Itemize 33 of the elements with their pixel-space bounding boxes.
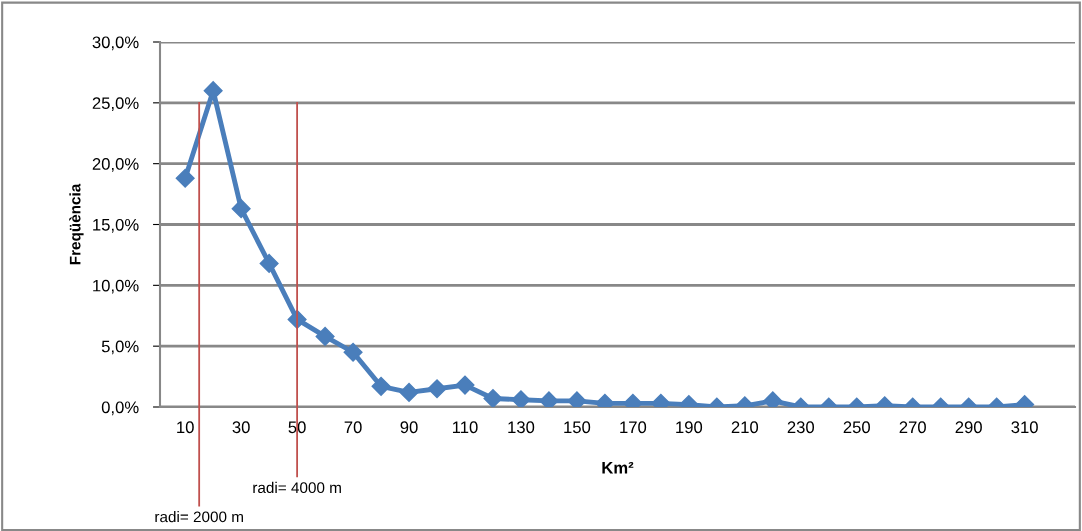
point xyxy=(567,391,587,407)
x-tick-label: 130 xyxy=(508,421,535,434)
x-tick-label: 310 xyxy=(1011,421,1038,434)
x-tick-label: 10 xyxy=(177,421,194,434)
x-tick-label: 230 xyxy=(787,421,815,434)
x-tick-label: 170 xyxy=(620,421,647,434)
x-tick-label: 90 xyxy=(400,421,418,434)
point xyxy=(259,253,279,273)
y-tick-label: 20,0% xyxy=(92,158,139,172)
x-axis-title: Km² xyxy=(602,461,634,474)
x-tick-label: 290 xyxy=(955,421,982,434)
text: radi= 4000 m xyxy=(253,481,341,494)
x-tick-label: 150 xyxy=(564,421,591,434)
point xyxy=(175,168,195,188)
x-tick-label: 250 xyxy=(843,421,870,434)
x-tick-label: 210 xyxy=(731,421,759,434)
y-tick-label: 25,0% xyxy=(92,97,139,112)
point xyxy=(231,199,251,219)
y-tick-label: 0,0% xyxy=(101,401,139,416)
x-tick-label: 270 xyxy=(899,421,926,434)
y-axis-title: Freqüència xyxy=(69,183,84,265)
point xyxy=(315,326,335,346)
point xyxy=(763,391,783,407)
text: radi= 2000 m xyxy=(155,511,243,523)
y-tick-label: 30,0% xyxy=(92,36,139,51)
point xyxy=(539,391,559,407)
y-tick-label: 5,0% xyxy=(101,340,139,355)
y-tick-label: 10,0% xyxy=(93,279,139,294)
x-tick-label: 70 xyxy=(344,421,362,434)
x-tick-label: 110 xyxy=(452,421,478,434)
x-tick-label: 190 xyxy=(676,421,703,434)
x-tick-label: 30 xyxy=(232,421,250,434)
y-tick-label: 15,0% xyxy=(93,218,139,233)
